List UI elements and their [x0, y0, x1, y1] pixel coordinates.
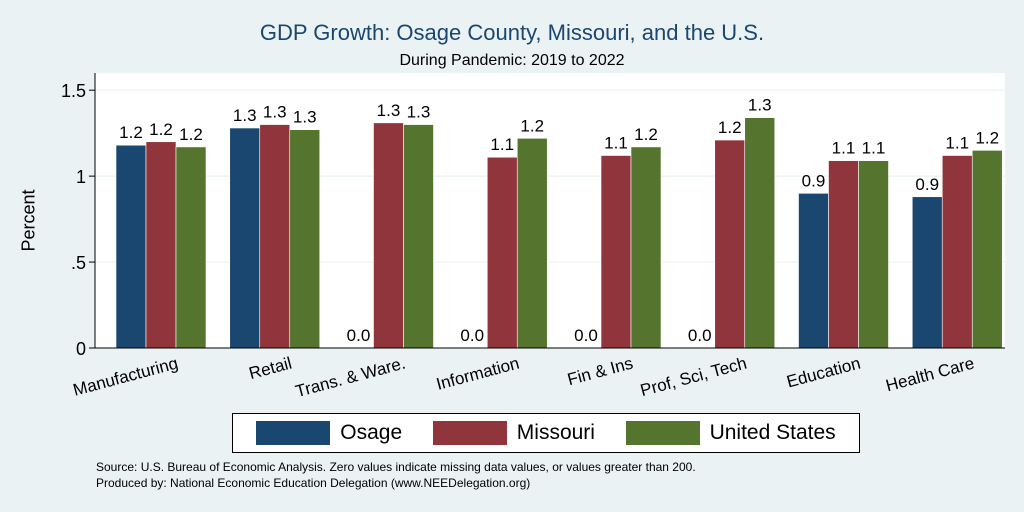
data-label: 0.0 — [574, 326, 598, 345]
data-label: 1.2 — [179, 125, 203, 144]
bar — [115, 144, 147, 349]
data-label: 0.9 — [802, 171, 826, 190]
bars — [115, 117, 1003, 349]
legend: Osage Missouri United States — [232, 413, 860, 453]
bar — [941, 155, 973, 349]
data-label: 1.2 — [149, 120, 173, 139]
x-tick-label: Prof, Sci, Tech — [638, 354, 748, 401]
data-label: 1.2 — [520, 116, 544, 135]
data-label: 1.3 — [748, 96, 772, 115]
data-label: 1.1 — [490, 135, 514, 154]
legend-label-united-states: United States — [709, 421, 836, 444]
data-label: 0.9 — [915, 175, 939, 194]
data-label: 1.1 — [832, 139, 856, 158]
bar — [911, 196, 943, 349]
y-tick-label: 1 — [76, 167, 86, 187]
data-label: 1.2 — [975, 128, 999, 147]
legend-label-osage: Osage — [340, 421, 403, 444]
bar — [714, 139, 746, 349]
y-tick-label: .5 — [71, 253, 86, 273]
legend-item-missouri: Missouri — [432, 421, 595, 445]
bar — [828, 160, 859, 349]
legend-swatch-united-states — [625, 421, 700, 445]
produced-by-note: Produced by: National Economic Education… — [96, 476, 531, 490]
data-label: 1.1 — [945, 134, 969, 153]
source-note: Source: U.S. Bureau of Economic Analysis… — [96, 460, 696, 474]
bar — [744, 117, 776, 349]
data-label: 1.3 — [263, 103, 287, 122]
bar — [600, 155, 632, 349]
bar — [486, 156, 518, 349]
data-label: 1.3 — [233, 106, 257, 125]
data-label: 0.0 — [347, 326, 371, 345]
chart-subtitle: During Pandemic: 2019 to 2022 — [399, 52, 625, 69]
x-tick-label: Information — [434, 354, 521, 394]
bar — [403, 124, 434, 349]
legend-item-osage: Osage — [256, 421, 402, 445]
bar — [175, 146, 207, 349]
x-tick-label: Education — [785, 354, 863, 392]
legend-swatch-osage — [256, 421, 331, 445]
legend-item-united-states: United States — [625, 421, 836, 445]
data-label: 0.0 — [688, 326, 712, 345]
legend-swatch-missouri — [432, 421, 507, 445]
bar — [798, 193, 829, 349]
x-tick-label: Retail — [247, 354, 294, 384]
data-label: 1.3 — [377, 101, 401, 120]
x-tick-label: Trans. & Ware. — [293, 354, 407, 402]
data-label: 1.3 — [407, 103, 431, 122]
data-label: 1.1 — [604, 134, 628, 153]
data-labels: 1.2 1.2 1.2 1.3 1.3 1.3 0.0 1.3 1.3 0.0 1.1 1.2 0.0 1… — [119, 96, 999, 345]
bar — [259, 124, 291, 349]
data-label: 1.2 — [718, 118, 742, 137]
bar — [516, 138, 548, 349]
x-tick-label: Fin & Ins — [565, 354, 635, 390]
y-tick-label: 1.5 — [61, 81, 86, 101]
legend-label-missouri: Missouri — [516, 421, 595, 444]
data-label: 1.2 — [119, 123, 143, 142]
x-tick-label: Health Care — [884, 354, 977, 396]
bar — [145, 141, 177, 349]
data-label: 1.1 — [862, 139, 886, 158]
data-label: 1.2 — [634, 125, 658, 144]
bar — [630, 146, 662, 349]
bar — [971, 150, 1003, 349]
bar — [289, 129, 321, 349]
data-label: 0.0 — [460, 326, 484, 345]
bar — [229, 127, 261, 349]
x-axis: Manufacturing Retail Trans. & Ware. Informa… — [71, 347, 1005, 402]
data-label: 1.3 — [293, 108, 317, 127]
y-tick-label: 0 — [76, 339, 86, 359]
chart-title: GDP Growth: Osage County, Missouri, and … — [259, 20, 765, 45]
x-tick-label: Manufacturing — [71, 354, 180, 400]
y-axis: 0 .5 1 1.5 — [61, 73, 96, 359]
bar — [858, 160, 889, 349]
bar — [373, 122, 404, 349]
y-axis-label: Percent — [18, 189, 39, 252]
